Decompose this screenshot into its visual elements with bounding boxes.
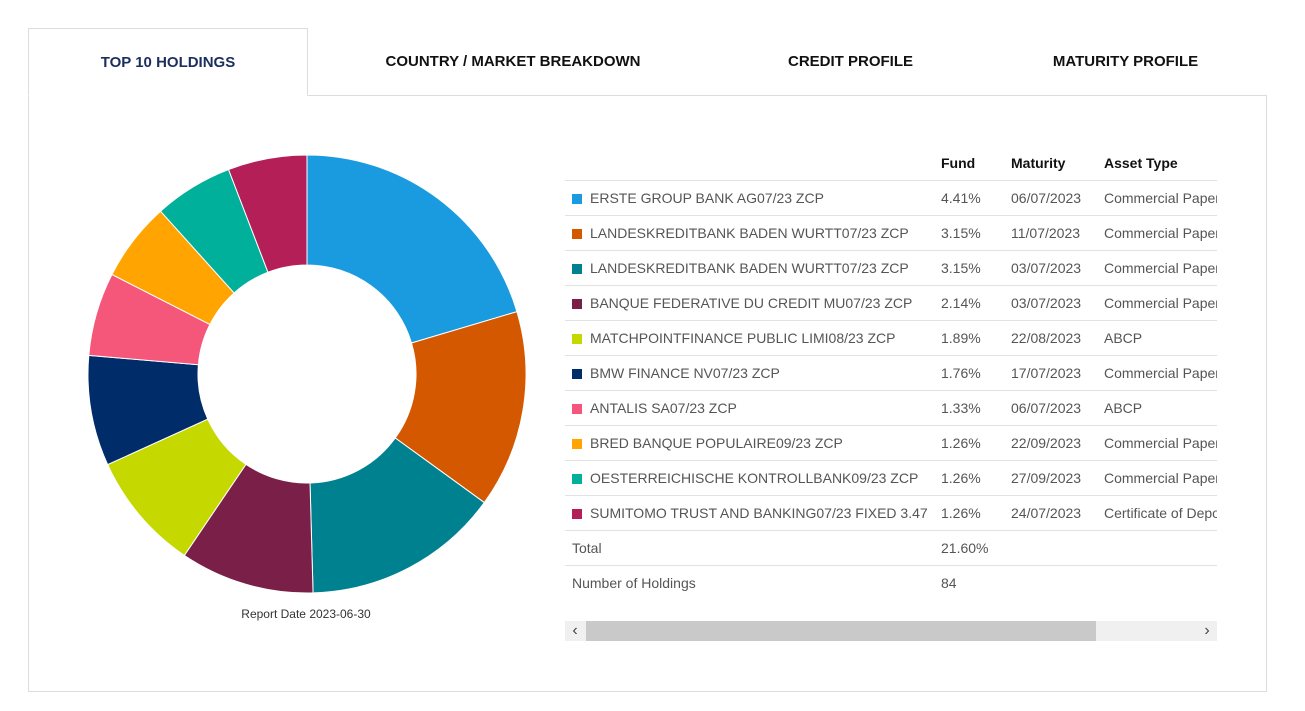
holding-maturity: 22/08/2023	[1011, 320, 1104, 356]
holding-name: LANDESKREDITBANK BADEN WURTT07/23 ZCP	[565, 215, 941, 251]
holding-asset-type: Commercial Paper	[1104, 215, 1217, 251]
scrollbar-thumb[interactable]	[586, 621, 1096, 641]
holding-maturity: 27/09/2023	[1011, 460, 1104, 496]
holding-name: SUMITOMO TRUST AND BANKING07/23 FIXED 3.…	[565, 495, 941, 531]
holding-maturity: 03/07/2023	[1011, 285, 1104, 321]
header-name	[565, 145, 941, 181]
holding-fund: 1.33%	[941, 390, 1011, 426]
table-row: LANDESKREDITBANK BADEN WURTT07/23 ZCP 3.1…	[565, 215, 1217, 251]
holding-fund: 4.41%	[941, 180, 1011, 216]
holdings-table-viewport: Fund Maturity Asset Type ERSTE GROUP BAN…	[565, 145, 1217, 605]
holding-name: LANDESKREDITBANK BADEN WURTT07/23 ZCP	[565, 250, 941, 286]
table-row: BANQUE FEDERATIVE DU CREDIT MU07/23 ZCP 2…	[565, 285, 1217, 321]
holding-asset-type: ABCP	[1104, 320, 1217, 356]
total-value: 21.60%	[941, 530, 1011, 566]
legend-swatch	[572, 264, 582, 274]
holdings-panel	[28, 95, 1267, 692]
holding-maturity: 24/07/2023	[1011, 495, 1104, 531]
donut-slice-10[interactable]	[227, 154, 308, 273]
holding-name-text: ANTALIS SA07/23 ZCP	[590, 400, 737, 416]
holding-fund: 2.14%	[941, 285, 1011, 321]
holding-asset-type: Commercial Paper	[1104, 285, 1217, 321]
legend-swatch	[572, 404, 582, 414]
legend-swatch	[572, 474, 582, 484]
report-date: Report Date 2023-06-30	[241, 607, 371, 621]
holding-name-text: SUMITOMO TRUST AND BANKING07/23 FIXED 3.…	[590, 505, 928, 521]
holding-maturity: 03/07/2023	[1011, 250, 1104, 286]
holding-maturity: 11/07/2023	[1011, 215, 1104, 251]
holdings-table: Fund Maturity Asset Type ERSTE GROUP BAN…	[565, 145, 1217, 600]
tab-bar: TOP 10 HOLDINGS COUNTRY / MARKET BREAKDO…	[28, 28, 1267, 96]
table-row: ERSTE GROUP BANK AG07/23 ZCP 4.41% 06/07/2…	[565, 180, 1217, 216]
holding-fund: 1.26%	[941, 495, 1011, 531]
header-asset-type: Asset Type	[1104, 154, 1178, 171]
holdings-donut-chart	[87, 154, 527, 594]
holding-name: ANTALIS SA07/23 ZCP	[565, 390, 941, 426]
legend-swatch	[572, 229, 582, 239]
holding-asset-type: Commercial Paper	[1104, 425, 1217, 461]
holding-maturity: 06/07/2023	[1011, 390, 1104, 426]
header-fund: Fund	[941, 154, 976, 171]
holding-maturity: 17/07/2023	[1011, 355, 1104, 391]
holding-name: BRED BANQUE POPULAIRE09/23 ZCP	[565, 425, 941, 461]
tab-top-10-holdings[interactable]: TOP 10 HOLDINGS	[28, 28, 308, 96]
table-row: BMW FINANCE NV07/23 ZCP 1.76% 17/07/2023 Co…	[565, 355, 1217, 391]
table-row: LANDESKREDITBANK BADEN WURTT07/23 ZCP 3.1…	[565, 250, 1217, 286]
header-maturity: Maturity	[1011, 154, 1066, 171]
donut-slice-1[interactable]	[306, 154, 518, 344]
tab-country-market-breakdown[interactable]: COUNTRY / MARKET BREAKDOWN	[385, 53, 641, 70]
legend-swatch	[572, 334, 582, 344]
holding-maturity: 06/07/2023	[1011, 180, 1104, 216]
holdings-count-row: Number of Holdings 84	[565, 565, 1217, 600]
holding-name: BANQUE FEDERATIVE DU CREDIT MU07/23 ZCP	[565, 285, 941, 321]
holding-name-text: MATCHPOINTFINANCE PUBLIC LIMI08/23 ZCP	[590, 330, 896, 346]
holding-name-text: LANDESKREDITBANK BADEN WURTT07/23 ZCP	[590, 225, 909, 241]
holding-name: MATCHPOINTFINANCE PUBLIC LIMI08/23 ZCP	[565, 320, 941, 356]
holding-fund: 1.76%	[941, 355, 1011, 391]
holding-name-text: BRED BANQUE POPULAIRE09/23 ZCP	[590, 435, 843, 451]
legend-swatch	[572, 299, 582, 309]
scroll-left-icon[interactable]: ‹	[572, 622, 578, 639]
horizontal-scrollbar[interactable]: ‹ ›	[565, 621, 1217, 641]
holdings-count-label: Number of Holdings	[565, 565, 941, 600]
scroll-right-icon[interactable]: ›	[1204, 622, 1210, 639]
holdings-count-value: 84	[941, 565, 1011, 600]
total-label: Total	[565, 530, 941, 566]
table-row: BRED BANQUE POPULAIRE09/23 ZCP 1.26% 22/09…	[565, 425, 1217, 461]
holding-asset-type: Commercial Paper	[1104, 250, 1217, 286]
legend-swatch	[572, 369, 582, 379]
tab-maturity-profile[interactable]: MATURITY PROFILE	[1052, 53, 1199, 70]
donut-slice-2[interactable]	[394, 311, 527, 504]
holding-name: BMW FINANCE NV07/23 ZCP	[565, 355, 941, 391]
holding-name: OESTERREICHISCHE KONTROLLBANK09/23 ZCP	[565, 460, 941, 496]
holding-maturity: 22/09/2023	[1011, 425, 1104, 461]
legend-swatch	[572, 194, 582, 204]
holding-name-text: BMW FINANCE NV07/23 ZCP	[590, 365, 780, 381]
total-row: Total 21.60%	[565, 530, 1217, 566]
table-header-row: Fund Maturity Asset Type	[565, 145, 1217, 181]
holding-asset-type: Commercial Paper	[1104, 460, 1217, 496]
holding-fund: 3.15%	[941, 215, 1011, 251]
donut-slice-3[interactable]	[309, 437, 486, 594]
table-row: OESTERREICHISCHE KONTROLLBANK09/23 ZCP 1.…	[565, 460, 1217, 496]
holding-asset-type: Certificate of Deposit	[1104, 495, 1217, 531]
holding-asset-type: Commercial Paper	[1104, 180, 1217, 216]
legend-swatch	[572, 439, 582, 449]
holding-fund: 1.26%	[941, 425, 1011, 461]
table-row: ANTALIS SA07/23 ZCP 1.33% 06/07/2023 ABCP	[565, 390, 1217, 426]
holding-fund: 1.26%	[941, 460, 1011, 496]
legend-swatch	[572, 509, 582, 519]
holding-asset-type: ABCP	[1104, 390, 1217, 426]
holding-fund: 3.15%	[941, 250, 1011, 286]
holding-name-text: LANDESKREDITBANK BADEN WURTT07/23 ZCP	[590, 260, 909, 276]
holding-name-text: BANQUE FEDERATIVE DU CREDIT MU07/23 ZCP	[590, 295, 913, 311]
table-row: MATCHPOINTFINANCE PUBLIC LIMI08/23 ZCP 1.…	[565, 320, 1217, 356]
holding-name-text: ERSTE GROUP BANK AG07/23 ZCP	[590, 190, 824, 206]
tab-credit-profile[interactable]: CREDIT PROFILE	[787, 53, 913, 70]
table-row: SUMITOMO TRUST AND BANKING07/23 FIXED 3.…	[565, 495, 1217, 531]
holding-name: ERSTE GROUP BANK AG07/23 ZCP	[565, 180, 941, 216]
holding-fund: 1.89%	[941, 320, 1011, 356]
holding-asset-type: Commercial Paper	[1104, 355, 1217, 391]
holding-name-text: OESTERREICHISCHE KONTROLLBANK09/23 ZCP	[590, 470, 919, 486]
